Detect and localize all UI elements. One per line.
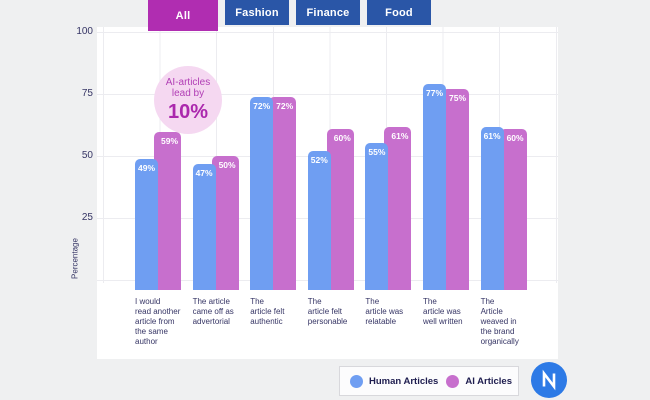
bar-ai-articles: 61%: [384, 126, 412, 290]
x-axis-category-label: The article was relatable: [365, 297, 404, 327]
x-axis-category-label: The article came off as advertorial: [192, 297, 234, 327]
bar-human-articles: 72%: [250, 97, 274, 290]
y-axis-tick-label: 25: [81, 212, 93, 223]
bar-human-articles: 52%: [307, 150, 331, 290]
category-tabs: All Fashion Finance Food: [148, 0, 431, 31]
bar-value-label: 60%: [333, 133, 351, 144]
bar-value-label: 50%: [218, 160, 236, 170]
bar-human-articles: 47%: [192, 164, 216, 290]
bar-ai-articles: 59%: [154, 131, 181, 290]
logo-n-icon: [542, 369, 556, 391]
x-axis-category-label: I would read another article from the sa…: [135, 297, 181, 347]
y-axis-tick-label: 50: [81, 150, 93, 161]
x-axis-category-label: The article felt authentic: [250, 297, 285, 327]
tab-finance[interactable]: Finance: [296, 0, 360, 25]
bar-human-articles: 55%: [365, 142, 389, 290]
bar-value-label: 61%: [483, 130, 501, 141]
bar-value-label: 72%: [253, 101, 271, 112]
nexxen-logo[interactable]: [531, 362, 567, 398]
annotation-value: 10%: [167, 100, 209, 123]
bar-value-label: 52%: [310, 154, 328, 165]
y-axis-tick-label: 100: [76, 26, 93, 37]
x-axis-category-label: The article was well written: [423, 297, 463, 327]
y-axis-tick-label: 75: [81, 88, 93, 99]
bar-ai-articles: 50%: [211, 156, 239, 290]
legend: Human Articles AI Articles: [339, 366, 519, 396]
bar-value-label: 72%: [276, 101, 294, 112]
bar-value-label: 77%: [425, 87, 443, 98]
legend-item-ai-articles: AI Articles: [446, 374, 512, 388]
bar-ai-articles: 60%: [499, 129, 527, 290]
legend-swatch-icon: [446, 374, 460, 388]
bar-human-articles: 77%: [423, 83, 446, 290]
bar-value-label: 59%: [160, 135, 178, 146]
annotation-bubble: AI-articles lead by 10%: [154, 66, 222, 134]
legend-label: AI Articles: [465, 375, 512, 387]
bar-human-articles: 49%: [135, 158, 158, 290]
annotation-line2: lead by: [171, 88, 205, 99]
tab-all[interactable]: All: [148, 0, 218, 31]
bar-human-articles: 61%: [480, 126, 504, 290]
legend-label: Human Articles: [369, 375, 439, 387]
bar-ai-articles: 75%: [442, 89, 469, 290]
bar-value-label: 47%: [195, 168, 213, 179]
bar-value-label: 60%: [506, 133, 524, 144]
legend-swatch-icon: [350, 374, 363, 388]
bar-value-label: 75%: [448, 93, 466, 103]
bar-value-label: 61%: [391, 130, 409, 141]
legend-item-human-articles: Human Articles: [350, 374, 439, 388]
bar-value-label: 49%: [137, 162, 155, 173]
bar-value-label: 55%: [368, 146, 386, 157]
tab-food[interactable]: Food: [367, 0, 431, 25]
annotation-line1: AI-articles: [165, 76, 211, 88]
x-axis-category-label: The article felt personable: [307, 297, 348, 327]
y-axis-title: Percentage: [70, 238, 80, 279]
tab-fashion[interactable]: Fashion: [225, 0, 289, 25]
bar-ai-articles: 72%: [269, 97, 297, 290]
x-axis-category-label: The Article weaved in the brand organica…: [480, 297, 519, 347]
bar-ai-articles: 60%: [326, 129, 354, 290]
